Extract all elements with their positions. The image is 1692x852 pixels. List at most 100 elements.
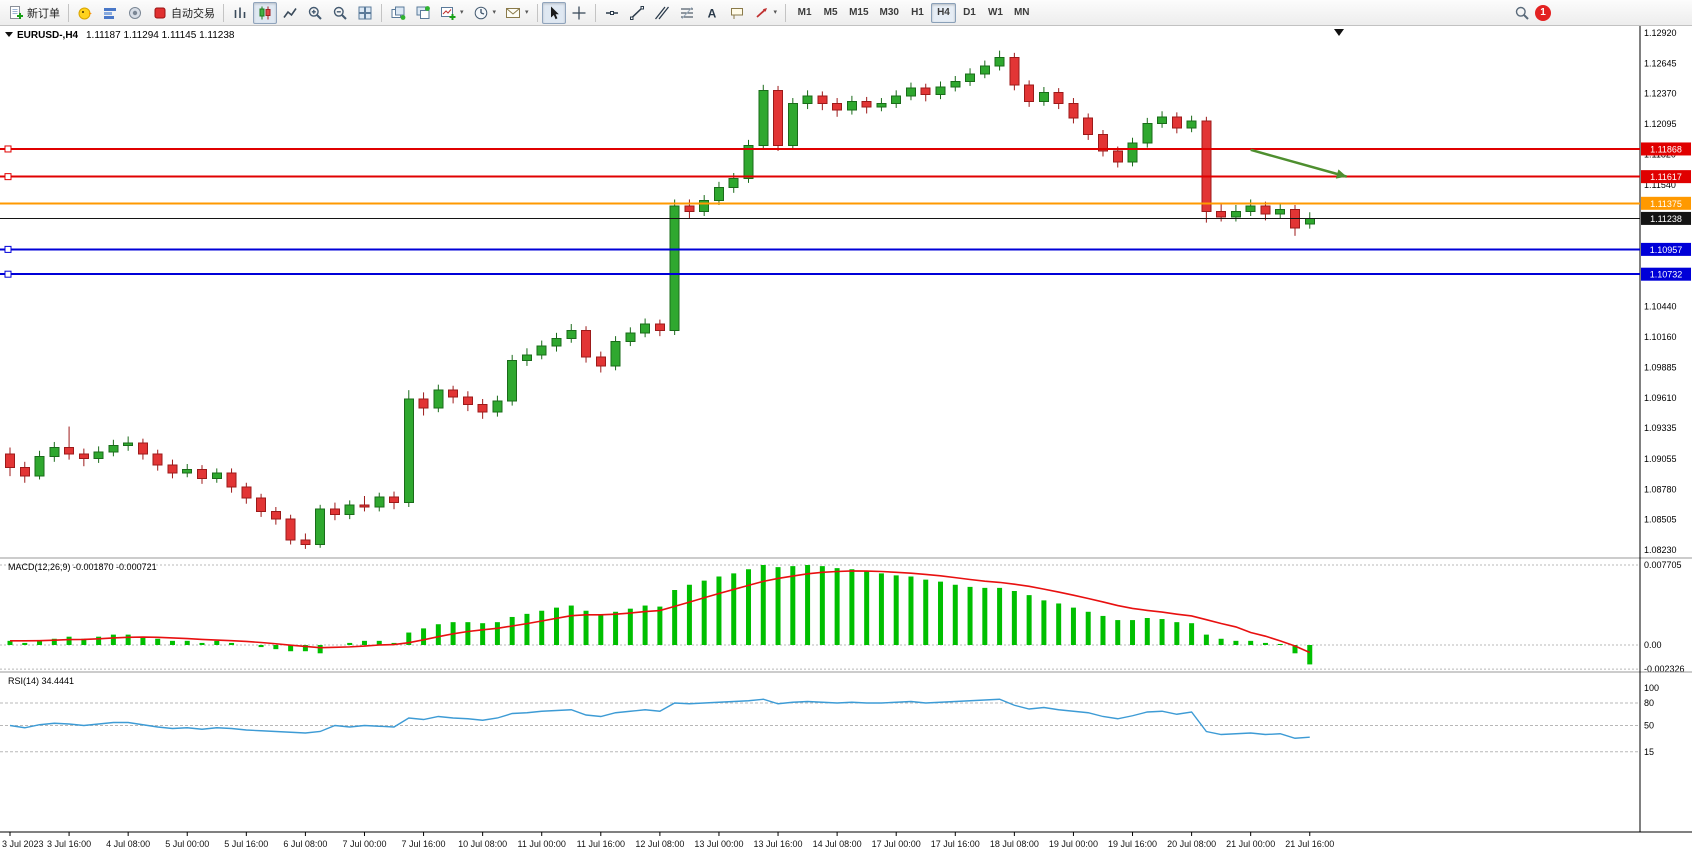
label-tool-button[interactable]	[725, 2, 749, 24]
svg-text:1.12920: 1.12920	[1644, 28, 1677, 38]
pivot-line[interactable]: 1.11375	[0, 196, 1691, 210]
zoom-out-button[interactable]	[328, 2, 352, 24]
horizontal-line-tool-button[interactable]	[600, 2, 624, 24]
crosshair-icon	[571, 5, 587, 21]
rsi-header-label: RSI(14) 34.4441	[8, 676, 74, 686]
notification-badge[interactable]: 1	[1535, 4, 1551, 21]
toolbar-divider	[594, 3, 596, 22]
trend-arrow-annotation[interactable]	[1250, 148, 1348, 179]
toolbar: 新订单 自动交易	[0, 0, 1692, 26]
candlestick-chart-button[interactable]	[253, 1, 277, 24]
timeframe-button-mn[interactable]: MN	[1009, 3, 1035, 23]
period-menu-button[interactable]: ▾	[469, 2, 501, 24]
svg-text:1.11540: 1.11540	[1644, 180, 1676, 190]
chevron-down-icon: ▾	[525, 9, 529, 16]
fibonacci-icon	[679, 5, 695, 21]
cascade-windows-button[interactable]	[386, 2, 410, 24]
ohlc-readout: 1.11187 1.11294 1.11145 1.11238	[86, 30, 235, 41]
bar-chart-button[interactable]	[228, 2, 252, 24]
timeframe-button-m1[interactable]: M1	[792, 3, 817, 23]
channel-icon	[654, 5, 670, 21]
svg-text:1.12370: 1.12370	[1644, 89, 1677, 99]
svg-text:15: 15	[1644, 747, 1654, 757]
price-tag-label: 1.11375	[1650, 199, 1682, 209]
new-order-button[interactable]: 新订单	[4, 2, 64, 24]
timeframe-button-m30[interactable]: M30	[875, 3, 904, 23]
candlesticks	[5, 50, 1315, 549]
line-chart-button[interactable]	[278, 2, 302, 24]
data-window-button[interactable]	[123, 2, 147, 24]
support-line-2[interactable]: 1.10732	[0, 267, 1691, 281]
community-chat-button[interactable]	[73, 2, 97, 24]
svg-text:1.09055: 1.09055	[1644, 454, 1677, 464]
horizontal-line-icon	[604, 5, 620, 21]
trendline-icon	[629, 5, 645, 21]
price-tag-label: 1.11868	[1650, 144, 1682, 154]
time-axis-label: 17 Jul 00:00	[872, 839, 921, 849]
time-axis-label: 21 Jul 16:00	[1285, 839, 1334, 849]
svg-text:0.00: 0.00	[1644, 640, 1662, 650]
new-chart-icon	[440, 5, 456, 21]
timeframe-toolbar: M1 M5 M15 M30 H1 H4 D1 W1 MN	[792, 2, 1035, 23]
bar-chart-icon	[232, 5, 248, 21]
price-tag-label: 1.10957	[1650, 245, 1683, 255]
crosshair-button[interactable]	[567, 2, 591, 24]
tile-windows-button[interactable]	[353, 2, 377, 24]
channel-tool-button[interactable]	[650, 2, 674, 24]
toolbar-divider	[68, 3, 69, 22]
time-axis-label: 7 Jul 16:00	[402, 839, 446, 849]
trendline-tool-button[interactable]	[625, 2, 649, 24]
current-price-line[interactable]: 1.11238	[0, 211, 1691, 225]
new-order-label: 新订单	[27, 7, 60, 20]
svg-text:0.007705: 0.007705	[1644, 560, 1682, 570]
resistance-line-1[interactable]: 1.11868	[0, 142, 1691, 156]
label-tool-icon	[729, 5, 745, 21]
svg-text:1.08230: 1.08230	[1644, 545, 1677, 555]
svg-text:1.09335: 1.09335	[1644, 423, 1677, 433]
svg-text:1.10160: 1.10160	[1644, 332, 1677, 342]
arrow-tools-button[interactable]: ▾	[750, 2, 782, 24]
time-axis-label: 13 Jul 16:00	[754, 839, 803, 849]
timeframe-button-m5[interactable]: M5	[818, 3, 843, 23]
timeframe-button-h1[interactable]: H1	[905, 3, 930, 23]
cursor-button[interactable]	[541, 1, 566, 24]
svg-text:1.08505: 1.08505	[1644, 515, 1677, 525]
time-axis-label: 21 Jul 00:00	[1226, 839, 1275, 849]
auto-trading-button[interactable]: 自动交易	[148, 2, 219, 24]
macd-signal-line	[10, 570, 1311, 654]
time-axis-label: 4 Jul 08:00	[106, 839, 150, 849]
search-button[interactable]	[1510, 2, 1534, 24]
text-tool-button[interactable]: A	[700, 2, 724, 24]
resistance-line-2[interactable]: 1.11617	[0, 170, 1691, 184]
fibonacci-tool-button[interactable]	[675, 2, 699, 24]
template-menu-button[interactable]: ▾	[501, 2, 533, 24]
svg-text:1.12645: 1.12645	[1644, 58, 1677, 68]
cursor-icon	[546, 5, 562, 21]
line-chart-icon	[282, 5, 298, 21]
rsi-panel: 100 80 50 15	[0, 683, 1659, 757]
new-chart-button[interactable]: ▾	[436, 2, 468, 24]
chart-area: 0.007705 0.00 -0.002326 100 80 50 15 1.12920 1.1…	[0, 26, 1692, 852]
arrange-windows-button[interactable]	[411, 2, 435, 24]
time-axis-label: 14 Jul 08:00	[813, 839, 862, 849]
depth-of-market-button[interactable]	[98, 2, 122, 24]
time-axis[interactable]: 3 Jul 2023 3 Jul 16:00 4 Jul 08:00 5 Jul 00…	[2, 832, 1334, 849]
support-line-1[interactable]: 1.10957	[0, 242, 1691, 256]
toolbar-divider	[536, 3, 538, 22]
timeframe-button-m15[interactable]: M15	[844, 3, 873, 23]
symbol-dropdown-icon	[5, 32, 13, 37]
svg-text:1.12095: 1.12095	[1644, 119, 1677, 129]
timeframe-button-d1[interactable]: D1	[957, 3, 982, 23]
svg-text:A: A	[707, 6, 716, 20]
svg-text:1.09610: 1.09610	[1644, 393, 1677, 403]
timeframe-button-h4[interactable]: H4	[930, 2, 956, 23]
arrow-tool-icon	[754, 5, 770, 21]
timeframe-button-w1[interactable]: W1	[983, 3, 1008, 23]
chick-icon	[77, 5, 93, 21]
zoom-in-icon	[307, 5, 323, 21]
scroll-anchor-marker[interactable]	[1334, 29, 1344, 36]
zoom-in-button[interactable]	[303, 2, 327, 24]
depth-of-market-icon	[102, 5, 118, 21]
price-chart-canvas[interactable]: 0.007705 0.00 -0.002326 100 80 50 15 1.12920 1.1…	[0, 26, 1692, 852]
auto-trading-label: 自动交易	[171, 7, 215, 20]
